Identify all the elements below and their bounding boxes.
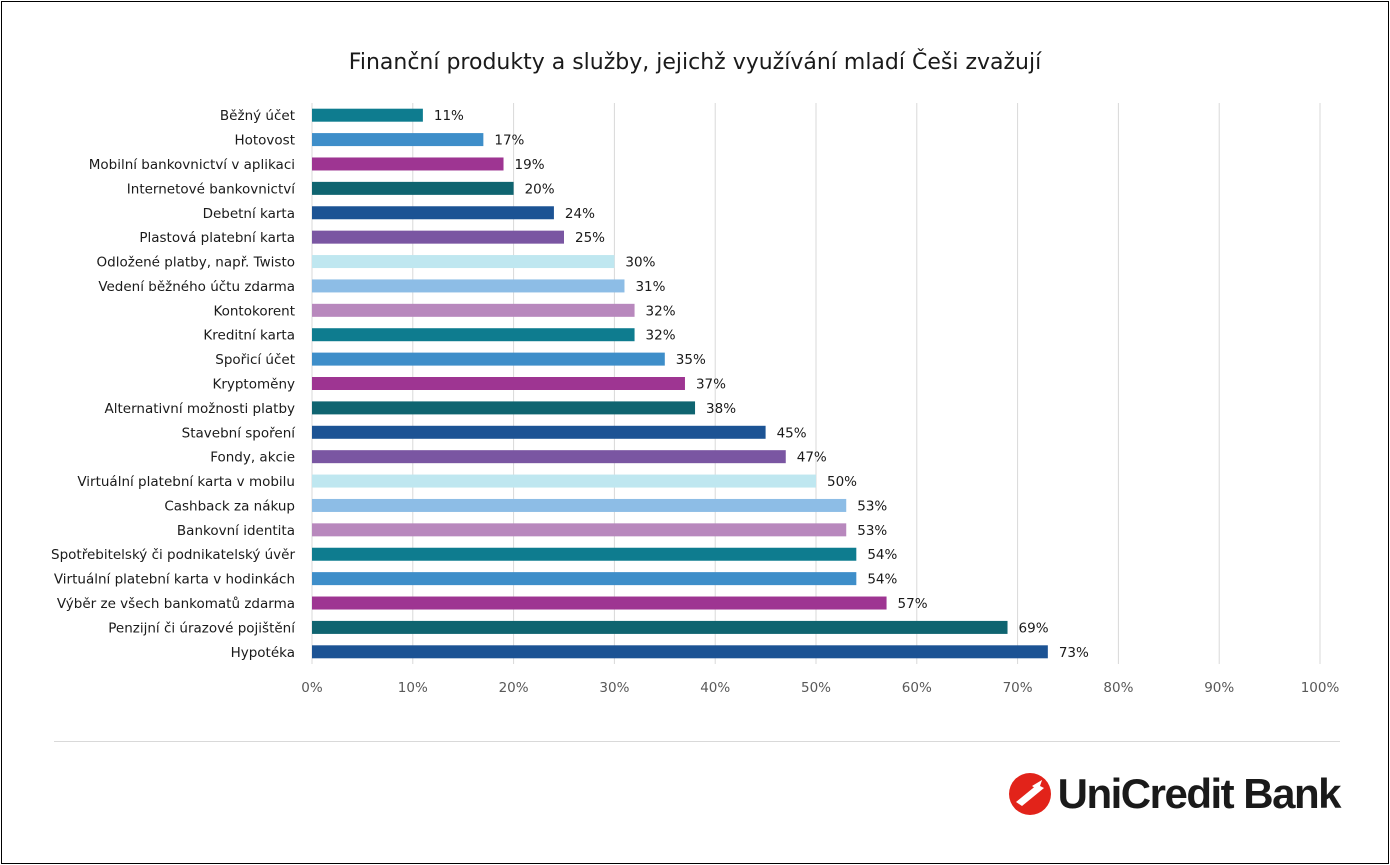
- category-label: Kontokorent: [213, 303, 295, 319]
- data-label: 69%: [1019, 620, 1049, 636]
- category-label: Hotovost: [234, 133, 295, 149]
- bar: [312, 572, 857, 586]
- x-tick-label: 10%: [398, 680, 428, 696]
- x-tick-label: 30%: [599, 680, 629, 696]
- bar: [312, 255, 615, 269]
- data-label: 32%: [646, 328, 676, 344]
- bar: [312, 303, 635, 317]
- category-label: Debetní karta: [203, 206, 295, 222]
- data-label: 73%: [1059, 645, 1089, 661]
- data-label: 45%: [777, 425, 807, 441]
- category-label: Virtuální platební karta v mobilu: [77, 474, 295, 490]
- brand-logo: UniCredit Bank: [1008, 770, 1342, 818]
- category-label: Alternativní možnosti platby: [105, 401, 295, 417]
- x-tick-label: 50%: [801, 680, 831, 696]
- unicredit-logo-icon: [1008, 773, 1051, 815]
- category-label: Hypotéka: [231, 645, 295, 661]
- data-label: 32%: [646, 303, 676, 319]
- bar: [312, 108, 423, 122]
- category-label: Penzijní či úrazové pojištění: [108, 620, 296, 636]
- data-label: 24%: [565, 206, 595, 222]
- x-tick-label: 70%: [1003, 680, 1033, 696]
- data-label: 38%: [706, 401, 736, 417]
- brand-name: UniCredit Bank: [1057, 770, 1342, 817]
- bar: [312, 377, 685, 390]
- bar: [312, 133, 484, 147]
- bar: [312, 645, 1048, 659]
- bar: [312, 401, 696, 415]
- bar: [312, 596, 887, 610]
- category-label: Mobilní bankovnictví v aplikaci: [89, 157, 295, 173]
- data-label: 57%: [898, 596, 928, 612]
- bar: [312, 279, 625, 293]
- data-label: 17%: [494, 133, 524, 149]
- category-label: Výběr ze všech bankomatů zdarma: [57, 596, 295, 612]
- category-label: Kreditní karta: [203, 328, 295, 344]
- data-label: 30%: [625, 255, 655, 271]
- data-label: 19%: [515, 157, 545, 173]
- x-tick-label: 0%: [301, 680, 323, 696]
- data-label: 53%: [857, 523, 887, 539]
- category-label: Cashback za nákup: [164, 498, 295, 514]
- data-label: 54%: [867, 547, 897, 563]
- data-label: 11%: [434, 108, 464, 124]
- data-label: 37%: [696, 377, 726, 393]
- category-label: Plastová platební karta: [139, 230, 295, 246]
- bar: [312, 620, 1008, 634]
- category-label: Spořicí účet: [215, 352, 295, 368]
- x-tick-label: 40%: [700, 680, 730, 696]
- bar: [312, 181, 514, 195]
- data-label: 53%: [857, 498, 887, 514]
- bar: [312, 547, 857, 561]
- bar: [312, 328, 635, 342]
- data-label: 35%: [676, 352, 706, 368]
- data-label: 50%: [827, 474, 857, 490]
- bar: [312, 474, 816, 488]
- bar: [312, 157, 504, 171]
- data-label: 20%: [525, 181, 555, 197]
- category-label: Odložené platby, např. Twisto: [97, 255, 295, 271]
- category-label: Virtuální platební karta v hodinkách: [54, 572, 295, 588]
- category-label: Vedení běžného účtu zdarma: [98, 279, 295, 295]
- bar: [312, 498, 847, 512]
- data-label: 31%: [635, 279, 665, 295]
- x-tick-label: 60%: [902, 680, 932, 696]
- labels: 0% 10% 20% 30% 40% 50% 60% 70% 80% 90% 100% Běžný ú…: [51, 108, 1339, 696]
- bar: [312, 425, 766, 439]
- category-label: Fondy, akcie: [210, 450, 295, 466]
- x-tick-label: 90%: [1204, 680, 1234, 696]
- x-tick-label: 20%: [499, 680, 529, 696]
- x-tick-label: 100%: [1301, 680, 1340, 696]
- bars: [312, 108, 1048, 659]
- data-label: 47%: [797, 450, 827, 466]
- bar: [312, 230, 564, 244]
- bar: [312, 450, 786, 464]
- bar: [312, 352, 665, 366]
- x-tick-label: 80%: [1103, 680, 1133, 696]
- category-label: Běžný účet: [220, 108, 295, 124]
- category-label: Spotřebitelský či podnikatelský úvěr: [51, 547, 295, 563]
- gridlines: [311, 103, 1321, 664]
- bar: [312, 206, 554, 220]
- bar: [312, 523, 847, 537]
- category-label: Stavební spoření: [182, 425, 297, 441]
- category-label: Kryptoměny: [212, 377, 295, 393]
- data-label: 25%: [575, 230, 605, 246]
- footer-divider: [54, 741, 1340, 742]
- chart-title: Finanční produkty a služby, jejichž využ…: [348, 50, 1042, 75]
- category-label: Internetové bankovnictví: [127, 181, 296, 197]
- data-label: 54%: [867, 572, 897, 588]
- category-label: Bankovní identita: [177, 523, 295, 539]
